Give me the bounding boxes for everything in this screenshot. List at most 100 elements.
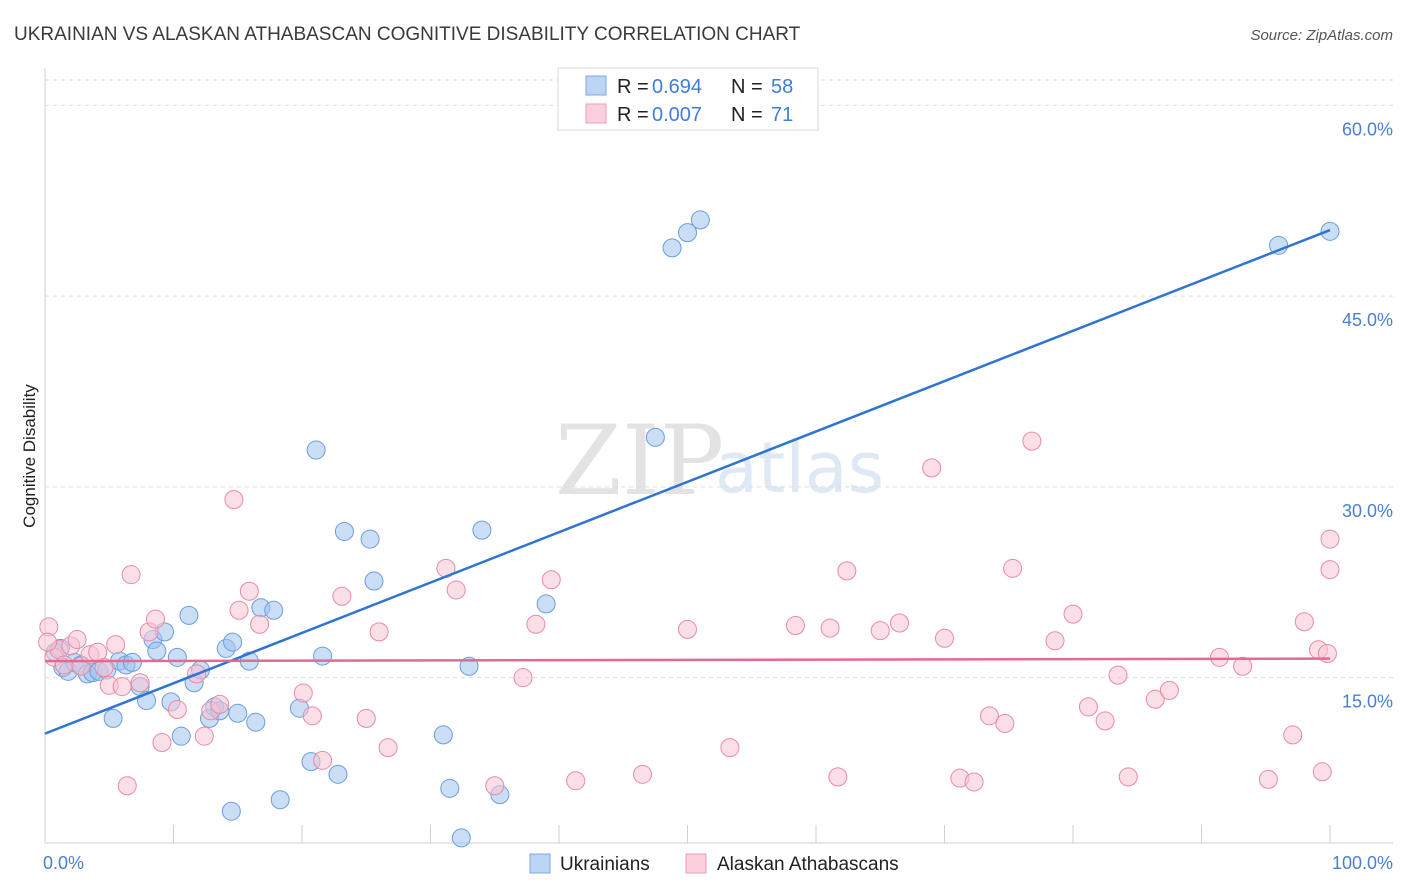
chart-title: UKRAINIAN VS ALASKAN ATHABASCAN COGNITIV… [14,24,801,45]
data-point [451,828,471,848]
stats-n-label-2: N = [731,104,763,126]
data-point [224,490,244,510]
y-tick-label: 30.0% [1342,501,1393,521]
legend-label-athabascans: Alaskan Athabascans [717,854,899,875]
legend-label-ukrainians: Ukrainians [560,854,650,875]
watermark-zip: ZIP [555,405,724,517]
data-point [360,529,380,549]
trend-line-0 [44,228,1331,735]
data-point [364,571,384,591]
data-point [1063,604,1083,624]
watermark: ZIP atlas [555,405,884,517]
stats-r-value-1: 0.694 [652,76,702,98]
data-point [485,776,505,796]
stats-legend-swatch-athabascans [585,103,607,124]
data-point [820,618,840,638]
data-point [1294,612,1314,632]
data-point [130,673,150,693]
x-tick-label-max: 100.0% [1332,853,1393,873]
legend-swatch-athabascans [685,853,707,874]
data-point [121,565,141,585]
stats-legend-swatch-ukrainians [585,75,607,96]
series-points-0 [45,210,1340,848]
stats-r-label-1: R = [617,76,649,98]
stats-n-value-1: 58 [771,76,793,98]
data-point [122,652,142,672]
data-point [54,655,74,675]
data-point [1209,647,1229,667]
y-tick-label: 45.0% [1342,310,1393,330]
data-point [720,738,740,758]
data-points [38,210,1340,848]
data-point [935,628,954,648]
y-axis-label: Cognitive Disability [20,384,39,528]
data-point [979,706,999,726]
data-point [239,581,259,601]
data-point [541,570,561,590]
data-point [167,699,187,719]
chart-source: Source: ZipAtlas.com [1250,27,1393,44]
data-point [328,764,348,784]
data-point [513,668,533,688]
data-point [147,641,167,661]
data-point [229,600,249,620]
data-point [152,733,172,753]
trend-line-1 [44,657,1331,663]
data-point [1258,769,1278,789]
data-point [566,771,586,791]
data-point [1283,725,1303,745]
data-point [94,658,114,678]
data-point [194,726,214,746]
data-point [828,767,848,787]
data-point [167,647,187,667]
data-point [459,656,479,676]
data-point [1145,689,1165,709]
data-point [103,708,123,728]
y-tick-labels: 15.0% 30.0% 45.0% 60.0% [1342,119,1393,711]
data-point [332,586,352,606]
y-tick-label: 60.0% [1342,119,1393,139]
data-point [678,619,697,639]
series-legend: Ukrainians Alaskan Athabascans [529,853,899,875]
series-points-1 [38,431,1340,796]
data-point [1312,762,1332,782]
data-point [1003,558,1023,578]
stats-n-label-1: N = [731,76,763,98]
data-point [306,440,326,460]
data-point [1095,711,1115,731]
data-point [1233,656,1253,676]
data-point [662,238,682,258]
stats-legend: R = 0.694 N = 58 R = 0.007 N = 71 [557,67,819,131]
data-point [112,677,132,697]
data-point [964,772,984,792]
stats-r-label-2: R = [617,104,649,126]
data-point [633,764,653,784]
y-tick-label: 15.0% [1342,692,1393,712]
data-point [334,521,354,541]
data-point [1022,431,1042,451]
data-point [472,520,492,540]
data-point [1320,560,1340,580]
data-point [117,776,137,796]
stats-r-value-2: 0.007 [652,104,702,126]
data-point [313,750,333,770]
data-point [356,708,376,728]
data-point [378,738,398,758]
data-point [106,635,126,655]
watermark-atlas: atlas [715,427,884,509]
data-point [223,632,243,652]
data-point [446,580,466,600]
data-point [313,646,333,666]
data-point [210,694,230,714]
data-point [146,609,166,629]
data-point [526,614,546,634]
x-tick-label-min: 0.0% [43,853,84,873]
data-point [1159,680,1179,700]
data-point [645,427,665,447]
data-point [433,725,453,745]
data-point [250,614,270,634]
data-point [1118,767,1138,787]
data-point [1269,235,1289,255]
data-point [369,622,389,642]
